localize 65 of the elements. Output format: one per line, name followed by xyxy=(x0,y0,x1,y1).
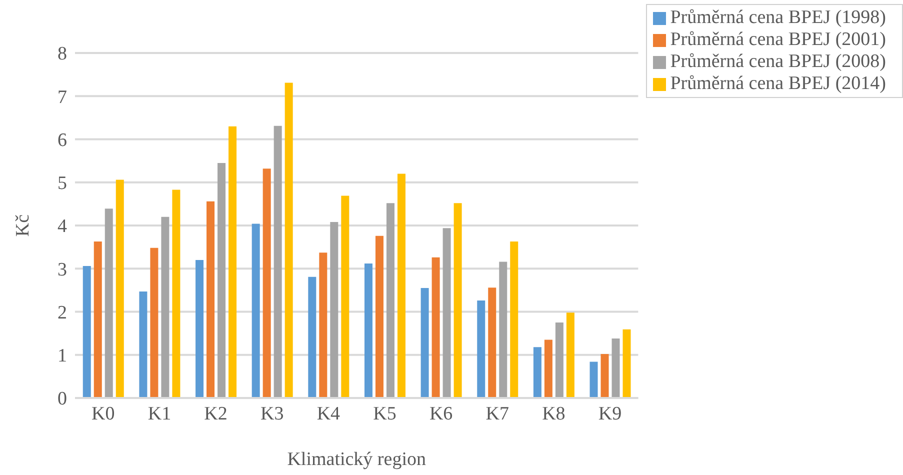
bar xyxy=(262,168,271,398)
bar xyxy=(82,266,91,398)
legend-label: Průměrná cena BPEJ (2008) xyxy=(670,51,886,72)
x-tick-label: K6 xyxy=(429,403,453,424)
y-tick-label: 2 xyxy=(58,302,67,324)
bar xyxy=(555,322,564,398)
bar xyxy=(364,263,372,398)
bar xyxy=(161,216,170,398)
bar xyxy=(488,288,496,398)
x-tick-label: K2 xyxy=(204,403,228,424)
y-tick-label: 7 xyxy=(58,86,67,108)
bar xyxy=(420,288,429,398)
x-tick-label: K5 xyxy=(373,403,396,424)
y-tick-label: 3 xyxy=(58,259,67,280)
bar xyxy=(252,224,260,398)
bar xyxy=(600,354,609,398)
bar xyxy=(330,222,338,398)
y-tick-label: 0 xyxy=(58,388,67,410)
y-tick-label: 6 xyxy=(58,130,67,151)
bar xyxy=(150,248,158,398)
x-tick-label: K0 xyxy=(92,403,115,424)
x-tick-label: K9 xyxy=(598,403,622,424)
bar xyxy=(94,241,102,398)
bar xyxy=(104,208,113,398)
bar xyxy=(477,300,486,398)
x-axis-title: Klimatický region xyxy=(287,449,426,470)
bar xyxy=(499,262,508,398)
bar xyxy=(533,347,542,398)
legend-label: Průměrná cena BPEJ (1998) xyxy=(670,7,886,28)
bar xyxy=(218,162,226,398)
bar xyxy=(341,196,350,398)
bar xyxy=(544,340,552,398)
bar xyxy=(284,82,293,398)
x-tick-label: K3 xyxy=(260,403,284,424)
bar xyxy=(308,276,316,398)
bar xyxy=(397,174,406,398)
bar xyxy=(139,291,148,398)
y-tick-label: 8 xyxy=(58,44,67,65)
bar xyxy=(274,126,282,398)
bar xyxy=(442,228,451,398)
bar xyxy=(432,257,440,398)
x-tick-label: K8 xyxy=(542,403,566,424)
bar xyxy=(206,201,215,398)
bar xyxy=(196,260,204,398)
x-tick-label: K4 xyxy=(316,403,341,424)
bar xyxy=(510,241,518,398)
legend-label: Průměrná cena BPEJ (2014) xyxy=(670,73,886,94)
bar xyxy=(375,236,384,398)
y-tick-label: 5 xyxy=(58,173,67,194)
bar xyxy=(612,338,620,398)
legend-label: Průměrná cena BPEJ (2001) xyxy=(670,29,886,50)
x-tick-label: K1 xyxy=(148,403,172,424)
bar xyxy=(386,203,394,398)
bar xyxy=(116,180,124,398)
bar xyxy=(172,190,180,398)
y-axis-title: Kč xyxy=(12,214,34,237)
bar xyxy=(622,329,631,398)
bar xyxy=(590,362,598,398)
x-tick-label: K7 xyxy=(486,403,510,424)
bar xyxy=(228,126,237,398)
bar xyxy=(566,312,574,398)
bar xyxy=(454,203,462,398)
y-tick-label: 1 xyxy=(58,346,67,367)
bar xyxy=(319,252,328,398)
y-tick-label: 4 xyxy=(58,216,68,238)
